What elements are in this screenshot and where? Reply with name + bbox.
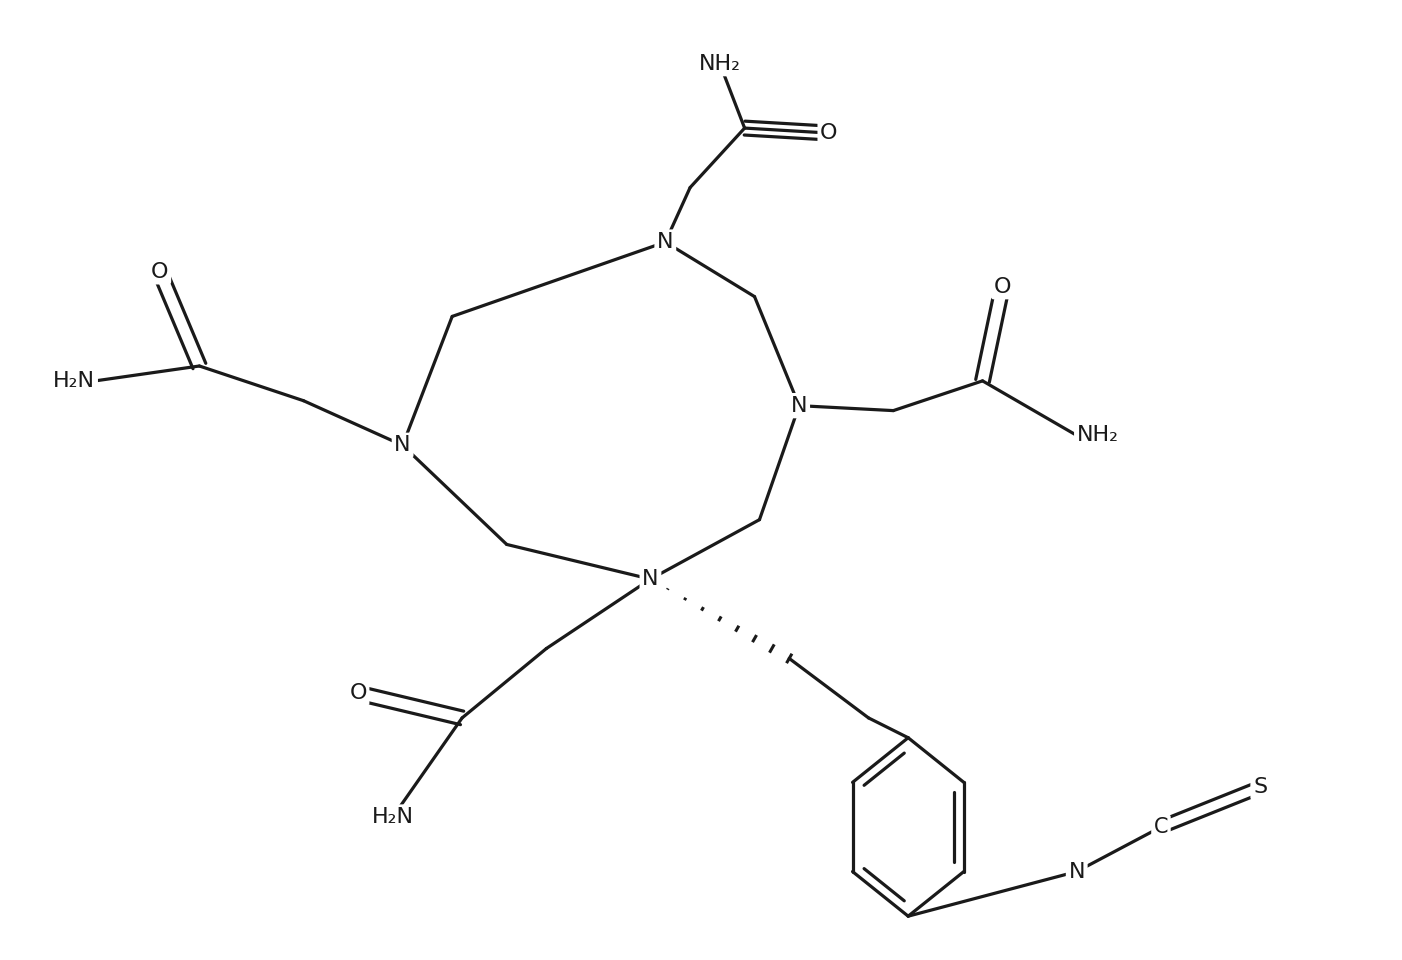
Text: C: C — [1154, 817, 1168, 837]
Text: O: O — [994, 276, 1011, 297]
Text: N: N — [658, 232, 673, 252]
Text: N: N — [1068, 861, 1085, 881]
Text: NH₂: NH₂ — [1077, 425, 1119, 445]
Text: H₂N: H₂N — [53, 371, 95, 391]
Text: N: N — [791, 396, 808, 416]
Text: S: S — [1253, 778, 1267, 798]
Text: O: O — [151, 262, 168, 282]
Text: N: N — [642, 569, 659, 589]
Text: NH₂: NH₂ — [698, 54, 740, 74]
Text: H₂N: H₂N — [372, 807, 414, 828]
Text: O: O — [349, 684, 367, 703]
Text: N: N — [394, 435, 411, 455]
Text: O: O — [820, 123, 837, 143]
